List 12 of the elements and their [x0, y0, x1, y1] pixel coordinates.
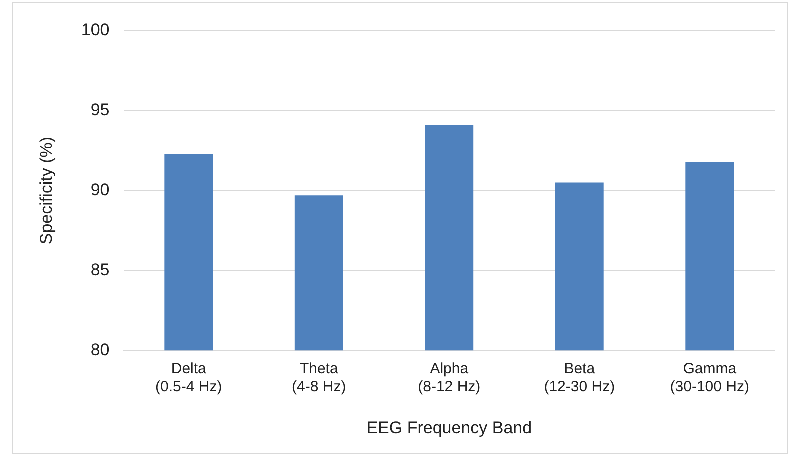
y-tick-label: 90 [90, 180, 110, 200]
y-axis-title: Specificity (%) [36, 136, 56, 245]
y-tick-label: 85 [90, 260, 110, 280]
x-tick-label: Alpha (8-12 Hz) [418, 360, 481, 396]
y-tick-label: 95 [90, 100, 110, 120]
x-tick-label: Beta (12-30 Hz) [544, 360, 616, 396]
y-tick-label: 80 [90, 340, 110, 360]
y-tick-label: 100 [81, 20, 110, 40]
x-axis-title: EEG Frequency Band [366, 418, 532, 438]
x-tick-label: Theta (4-8 Hz) [292, 360, 346, 396]
x-tick-label: Delta (0.5-4 Hz) [156, 360, 222, 396]
x-tick-label: Gamma (30-100 Hz) [670, 360, 750, 396]
